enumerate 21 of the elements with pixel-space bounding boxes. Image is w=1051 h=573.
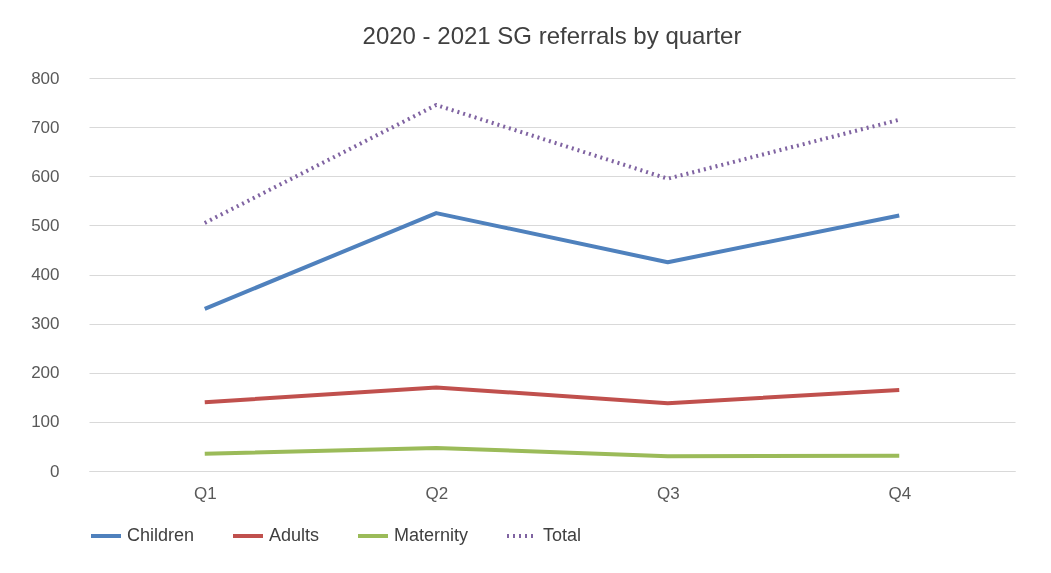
x-tick-label: Q2 — [425, 483, 449, 503]
y-tick-label: 300 — [31, 314, 60, 334]
y-tick-label: 400 — [31, 265, 60, 284]
x-tick-label: Q1 — [193, 483, 217, 503]
line-series — [202, 445, 902, 459]
line-series — [202, 385, 902, 406]
y-tick-label: 0 — [50, 461, 60, 481]
y-tick-label: 500 — [31, 215, 60, 235]
chart-title: 2020 - 2021 SG referrals by quarter — [362, 22, 742, 49]
y-tick-label: 200 — [31, 363, 60, 383]
legend-label: Maternity — [394, 525, 469, 545]
x-tick-label: Q3 — [656, 483, 680, 503]
y-tick-label: 600 — [31, 166, 60, 186]
x-tick-label: Q4 — [888, 483, 912, 503]
line-series — [202, 211, 902, 311]
y-tick-label: 700 — [31, 117, 60, 137]
y-tick-label: 800 — [31, 68, 60, 88]
y-tick-label: 100 — [31, 412, 60, 432]
legend-label: Total — [543, 525, 582, 545]
legend-label: Adults — [269, 525, 320, 545]
legend-label: Children — [127, 525, 195, 545]
